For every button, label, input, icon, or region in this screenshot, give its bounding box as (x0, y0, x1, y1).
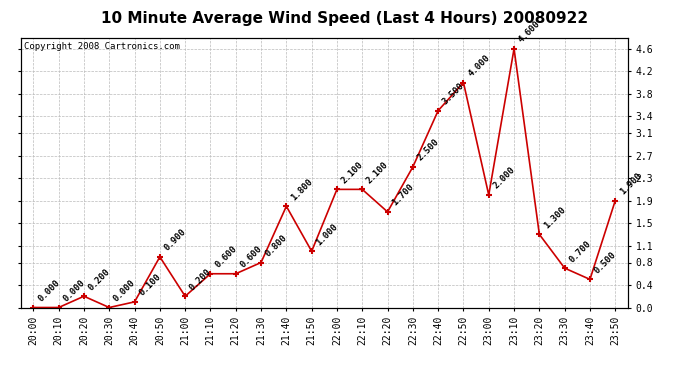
Text: 10 Minute Average Wind Speed (Last 4 Hours) 20080922: 10 Minute Average Wind Speed (Last 4 Hou… (101, 11, 589, 26)
Text: 4.600: 4.600 (517, 19, 542, 45)
Text: 0.100: 0.100 (137, 272, 163, 298)
Text: 2.500: 2.500 (415, 137, 441, 163)
Text: 2.100: 2.100 (365, 160, 391, 185)
Text: 2.000: 2.000 (491, 165, 517, 191)
Text: Copyright 2008 Cartronics.com: Copyright 2008 Cartronics.com (23, 42, 179, 51)
Text: 0.600: 0.600 (239, 244, 264, 270)
Text: 1.000: 1.000 (315, 222, 339, 247)
Text: 3.500: 3.500 (441, 81, 466, 106)
Text: 0.000: 0.000 (36, 278, 61, 303)
Text: 4.000: 4.000 (466, 53, 491, 78)
Text: 0.700: 0.700 (567, 238, 593, 264)
Text: 2.100: 2.100 (339, 160, 365, 185)
Text: 0.600: 0.600 (213, 244, 239, 270)
Text: 0.200: 0.200 (87, 267, 112, 292)
Text: 0.800: 0.800 (264, 233, 289, 258)
Text: 0.000: 0.000 (112, 278, 137, 303)
Text: 0.500: 0.500 (593, 250, 618, 275)
Text: 1.900: 1.900 (618, 171, 643, 196)
Text: 1.300: 1.300 (542, 205, 567, 230)
Text: 1.700: 1.700 (391, 182, 415, 208)
Text: 0.000: 0.000 (61, 278, 87, 303)
Text: 0.200: 0.200 (188, 267, 213, 292)
Text: 0.900: 0.900 (163, 227, 188, 253)
Text: 1.800: 1.800 (289, 177, 315, 202)
